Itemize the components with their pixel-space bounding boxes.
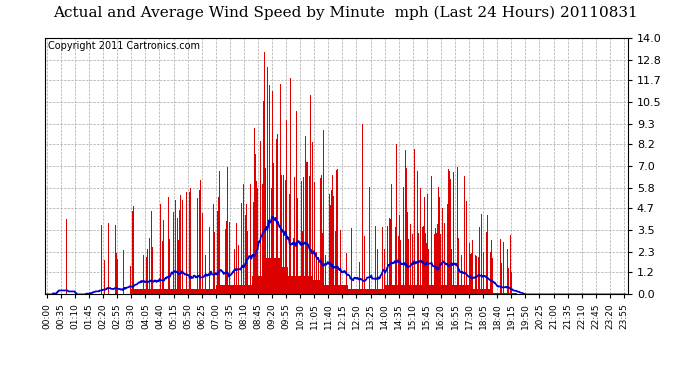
Text: Actual and Average Wind Speed by Minute  mph (Last 24 Hours) 20110831: Actual and Average Wind Speed by Minute … [52, 6, 638, 20]
Text: Copyright 2011 Cartronics.com: Copyright 2011 Cartronics.com [48, 41, 200, 51]
